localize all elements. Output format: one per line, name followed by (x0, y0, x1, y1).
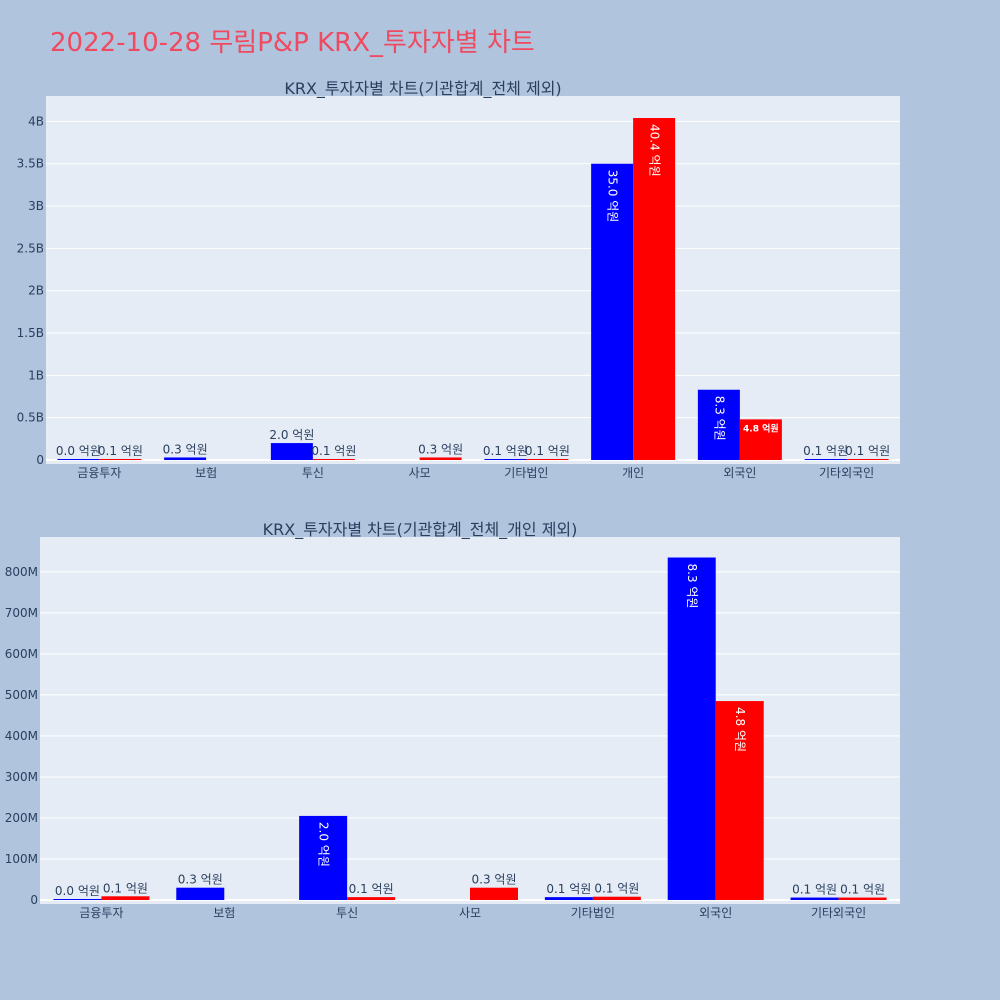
x-tick-label: 기타법인 (504, 466, 548, 480)
bar (633, 118, 676, 460)
y-tick-label: 200M (5, 811, 38, 825)
data-label: 4.8 억원 (743, 422, 779, 434)
y-tick-label: 3.5B (17, 157, 44, 171)
y-tick-label: 1.5B (17, 326, 44, 340)
y-tick-label: 400M (5, 729, 38, 743)
data-label: 0.0 억원 (56, 444, 101, 458)
y-tick-label: 800M (5, 565, 38, 579)
x-tick-label: 기타외국인 (811, 906, 866, 920)
x-tick-label: 투신 (336, 906, 358, 920)
y-tick-label: 0 (30, 893, 38, 907)
y-tick-label: 600M (5, 647, 38, 661)
data-label: 0.1 억원 (594, 882, 639, 896)
data-label: 0.1 억원 (349, 882, 394, 896)
y-tick-label: 2B (28, 284, 44, 298)
data-label: 0.1 억원 (792, 883, 837, 897)
page-title: 2022-10-28 무림P&P KRX_투자자별 차트 (50, 28, 535, 58)
y-tick-label: 0.5B (17, 411, 44, 425)
bar (526, 459, 569, 460)
chart-1: KRX_투자자별 차트(기관합계_전체 제외) 0 0.5B 1B 1.5B 2B 2.5B… (17, 79, 900, 480)
bar (790, 897, 839, 900)
bar (739, 419, 782, 460)
y-tick-label: 100M (5, 852, 38, 866)
x-tick-label: 사모 (459, 906, 481, 920)
data-label: 2.0 억원 (269, 428, 314, 442)
x-tick-label: 개인 (622, 466, 644, 480)
bar (164, 457, 207, 460)
bar (484, 459, 527, 460)
data-label: 0.0 억원 (55, 884, 100, 898)
y-tick-label: 1B (28, 368, 44, 382)
x-tick-label: 기타외국인 (819, 466, 874, 480)
x-tick-label: 보험 (213, 906, 235, 920)
bar (53, 899, 102, 900)
data-label: 35.0 억원 (606, 170, 620, 223)
bar (270, 443, 313, 460)
bar (846, 459, 889, 460)
data-label: 0.1 억원 (311, 444, 356, 458)
data-label: 0.3 억원 (163, 442, 208, 456)
bar (299, 815, 348, 900)
data-label: 0.1 억원 (803, 444, 848, 458)
y-tick-label: 700M (5, 606, 38, 620)
data-label: 0.3 억원 (418, 442, 463, 456)
y-tick-label: 4B (28, 114, 44, 128)
bar (591, 163, 634, 460)
bar (697, 389, 740, 460)
y-tick-label: 2.5B (17, 241, 44, 255)
y-tick-label: 0 (36, 453, 44, 467)
bar (419, 457, 462, 460)
data-label: 4.8 억원 (733, 707, 747, 752)
y-tick-label: 300M (5, 770, 38, 784)
x-tick-label: 보험 (195, 466, 217, 480)
chart-title: KRX_투자자별 차트(기관합계_전체 제외) (284, 79, 561, 99)
x-tick-label: 외국인 (723, 466, 756, 480)
data-label: 0.3 억원 (178, 873, 223, 887)
bar (838, 897, 887, 900)
bar (57, 459, 100, 460)
plot-area (46, 96, 900, 464)
x-tick-label: 금융투자 (79, 906, 123, 920)
bar (544, 897, 593, 900)
data-label: 0.1 억원 (103, 881, 148, 895)
bar (715, 701, 764, 900)
x-tick-label: 외국인 (699, 906, 732, 920)
bar (667, 557, 716, 900)
bar (312, 459, 355, 460)
data-label: 8.3 억원 (685, 564, 699, 609)
data-label: 0.1 억원 (546, 882, 591, 896)
data-label: 0.1 억원 (483, 444, 528, 458)
bar (101, 896, 150, 900)
chart-2: KRX_투자자별 차트(기관합계_전체_개인 제외) 0 100M 200M 300M 4… (5, 520, 900, 920)
data-label: 0.1 억원 (525, 444, 570, 458)
bar (99, 459, 142, 460)
bar (176, 887, 225, 900)
data-label: 0.1 억원 (840, 883, 885, 897)
plot-area (40, 537, 900, 904)
data-label: 2.0 억원 (317, 822, 331, 867)
y-tick-label: 3B (28, 199, 44, 213)
bar (804, 459, 847, 460)
x-tick-label: 금융투자 (77, 466, 121, 480)
bar (347, 897, 396, 900)
x-tick-label: 투신 (302, 466, 324, 480)
y-tick-label: 500M (5, 688, 38, 702)
data-label: 0.1 억원 (98, 444, 143, 458)
data-label: 0.3 억원 (472, 873, 517, 887)
bar (470, 887, 518, 900)
x-tick-label: 기타법인 (571, 906, 615, 920)
x-tick-label: 사모 (409, 466, 431, 480)
bar (592, 896, 641, 900)
chart-title: KRX_투자자별 차트(기관합계_전체_개인 제외) (263, 520, 578, 540)
data-label: 0.1 억원 (845, 444, 890, 458)
data-label: 40.4 억원 (648, 124, 662, 177)
data-label: 8.3 억원 (712, 396, 726, 441)
